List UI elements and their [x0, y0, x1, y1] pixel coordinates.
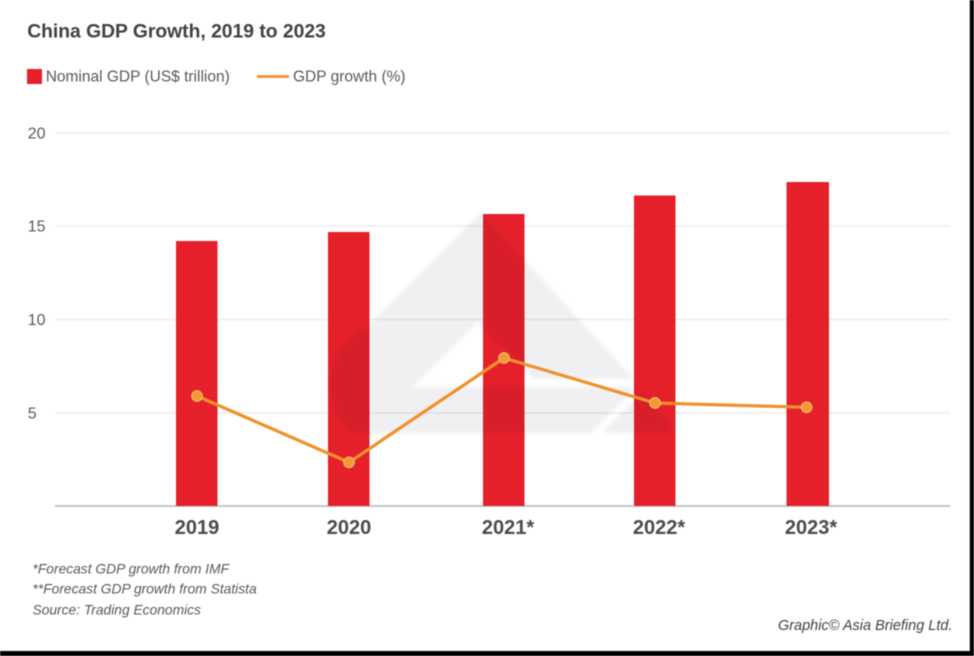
svg-text:10: 10 — [28, 312, 46, 329]
svg-text:**Forecast GDP growth from Sta: **Forecast GDP growth from Statista — [33, 582, 257, 597]
svg-text:Graphic© Asia Briefing Ltd.: Graphic© Asia Briefing Ltd. — [778, 618, 953, 634]
svg-text:2021*: 2021* — [482, 517, 534, 539]
svg-text:Source: Trading Economics: Source: Trading Economics — [33, 603, 202, 618]
svg-text:15: 15 — [28, 219, 46, 236]
svg-text:China GDP Growth, 2019 to 2023: China GDP Growth, 2019 to 2023 — [27, 22, 326, 43]
svg-text:GDP growth (%): GDP growth (%) — [293, 69, 406, 86]
svg-text:20: 20 — [28, 126, 46, 143]
svg-text:2022*: 2022* — [633, 517, 685, 539]
svg-text:5: 5 — [28, 406, 37, 423]
svg-text:2023*: 2023* — [785, 517, 837, 539]
svg-text:2019: 2019 — [175, 517, 220, 539]
svg-text:2020: 2020 — [327, 517, 372, 539]
svg-text:Nominal GDP (US$ trillion): Nominal GDP (US$ trillion) — [46, 69, 230, 86]
svg-text:*Forecast GDP growth from IMF: *Forecast GDP growth from IMF — [33, 562, 231, 577]
